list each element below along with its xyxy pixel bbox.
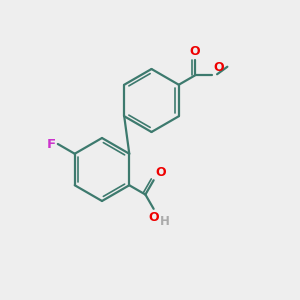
Text: O: O	[213, 61, 224, 74]
Text: H: H	[160, 215, 170, 228]
Text: O: O	[190, 45, 200, 58]
Text: O: O	[155, 166, 166, 179]
Text: F: F	[46, 137, 56, 151]
Text: O: O	[148, 211, 159, 224]
